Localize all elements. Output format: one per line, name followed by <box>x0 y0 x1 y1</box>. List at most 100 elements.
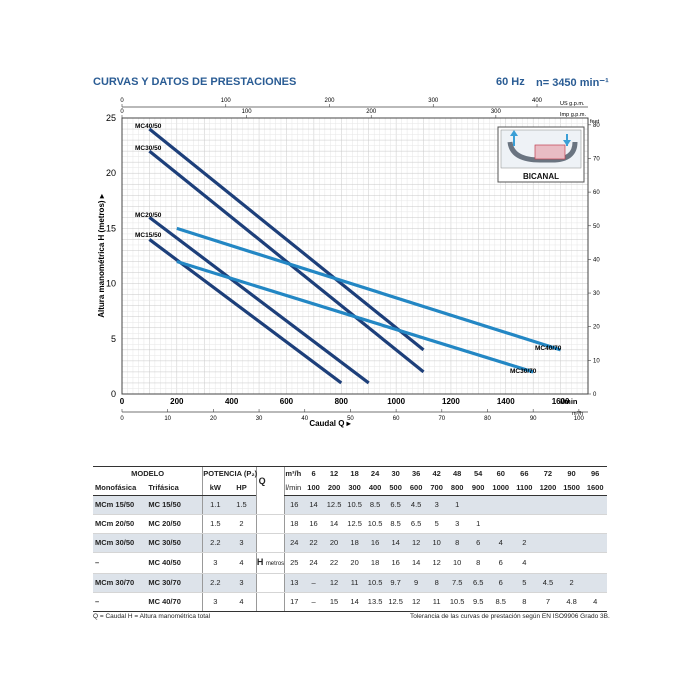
head-value: 16 <box>385 552 406 574</box>
plot-frame <box>121 117 589 395</box>
head-value: 8.5 <box>385 514 406 534</box>
head-value: 4.5 <box>405 495 427 515</box>
tri-model: MC 30/70 <box>146 573 203 593</box>
head-value: 18 <box>284 514 304 534</box>
table-row: MCm 15/50 MC 15/50 1.1 1.5 16 14 12.5 10.5 8.5 6.… <box>93 495 607 515</box>
feet-tick-label: 30 <box>593 291 600 297</box>
head-value: 9 <box>405 573 427 593</box>
head-value <box>583 533 607 553</box>
m3h-val-4: 24 <box>364 466 386 481</box>
m3h-tick-label: 80 <box>484 416 491 422</box>
feet-tick-label: 70 <box>593 156 600 162</box>
mono-model: – <box>93 592 147 612</box>
head-value: 16 <box>284 495 304 515</box>
feet-tick-label: 40 <box>593 257 600 263</box>
head-value: 14 <box>303 495 324 515</box>
x-tick-label: 1200 <box>442 397 460 406</box>
impgpm-tick-label: 200 <box>366 109 377 115</box>
feet-tick-label: 50 <box>593 224 600 230</box>
head-value: 12 <box>426 552 447 574</box>
power-hp: 4 <box>227 592 257 612</box>
m3h-tick-label: 70 <box>438 416 445 422</box>
head-value <box>488 495 513 515</box>
head-value: 5 <box>512 573 537 593</box>
lmin-val-3: 300 <box>344 481 365 496</box>
head-value: 10 <box>446 552 468 574</box>
head-value: 6.5 <box>467 573 489 593</box>
head-value <box>583 495 607 515</box>
lmin-val-11: 1100 <box>512 481 537 496</box>
head-value: 12 <box>405 533 427 553</box>
head-value: 24 <box>303 552 324 574</box>
lmin-val-13: 1500 <box>559 481 584 496</box>
head-value <box>559 514 584 534</box>
head-value: 14 <box>344 592 365 612</box>
series-label-mc15-50: MC15/50 <box>135 232 162 239</box>
head-value: – <box>303 592 324 612</box>
usgpm-tick-label: 400 <box>532 98 543 104</box>
head-value: 1 <box>467 514 489 534</box>
frequency-label: 60 Hz <box>496 76 525 88</box>
m3h-val-10: 60 <box>488 466 513 481</box>
impgpm-tick-label: 0 <box>120 109 124 115</box>
head-value: 12.5 <box>344 514 365 534</box>
head-value <box>536 533 560 553</box>
impgpm-unit-label: Imp g.p.m. <box>560 112 586 118</box>
h-unit-cell <box>255 514 285 534</box>
feet-tick-label: 80 <box>593 123 600 129</box>
head-value: 4 <box>583 592 607 612</box>
lmin-unit: l/min <box>284 481 304 496</box>
hp-header: HP <box>227 481 257 496</box>
potencia-header: POTENCIA (P₂) <box>202 466 257 481</box>
y-tick-label: 15 <box>106 223 116 233</box>
head-value <box>559 495 584 515</box>
x-tick-label: 200 <box>170 397 184 406</box>
head-value: 12 <box>323 573 345 593</box>
page-title: CURVAS Y DATOS DE PRESTACIONES <box>93 76 297 88</box>
y-tick-label: 25 <box>106 113 116 123</box>
h-unit-cell <box>255 592 285 612</box>
head-value: 3 <box>426 495 447 515</box>
h-unit-cell: H metros <box>255 552 285 574</box>
head-value: 2 <box>559 573 584 593</box>
y-tick-label: 0 <box>111 389 116 399</box>
mono-model: MCm 30/50 <box>93 533 147 553</box>
y-tick-label: 5 <box>111 334 116 344</box>
power-kw: 3 <box>202 592 228 612</box>
head-value: 13.5 <box>364 592 386 612</box>
m3h-val-13: 90 <box>559 466 584 481</box>
m3h-val-8: 48 <box>446 466 468 481</box>
x-tick-label: 600 <box>280 397 294 406</box>
chart-series <box>148 127 562 385</box>
series-line-mc30-70 <box>176 259 534 374</box>
power-hp: 1.5 <box>227 495 257 515</box>
m3h-unit: m³/h <box>284 466 304 481</box>
speed-label: n= 3450 min⁻¹ <box>536 77 609 89</box>
head-value: 7.5 <box>446 573 468 593</box>
x-tick-label: 1000 <box>387 397 405 406</box>
mono-model: MCm 20/50 <box>93 514 147 534</box>
head-value: 9.5 <box>467 592 489 612</box>
m3h-tick-label: 20 <box>210 416 217 422</box>
m3h-val-11: 66 <box>512 466 537 481</box>
x-tick-label: 800 <box>335 397 349 406</box>
head-value: 8 <box>512 592 537 612</box>
m3h-tick-label: 90 <box>530 416 537 422</box>
head-value <box>583 552 607 574</box>
head-value: 6.5 <box>405 514 427 534</box>
feet-tick-label: 60 <box>593 190 600 196</box>
m3h-tick-label: 10 <box>164 416 171 422</box>
head-value: 14 <box>323 514 345 534</box>
head-value: 6.5 <box>385 495 406 515</box>
head-value: 14 <box>405 552 427 574</box>
head-value: 6 <box>488 573 513 593</box>
table-row: – MC 40/50 3 4 H metros 25 24 22 20 18 16 14 12 10 8 6 4 <box>93 552 607 574</box>
lmin-val-2: 200 <box>323 481 345 496</box>
power-hp: 4 <box>227 552 257 574</box>
power-hp: 2 <box>227 514 257 534</box>
m3h-tick-label: 40 <box>301 416 308 422</box>
head-value <box>488 514 513 534</box>
tri-model: MC 20/50 <box>146 514 203 534</box>
mono-header: Monofásica <box>93 481 147 496</box>
